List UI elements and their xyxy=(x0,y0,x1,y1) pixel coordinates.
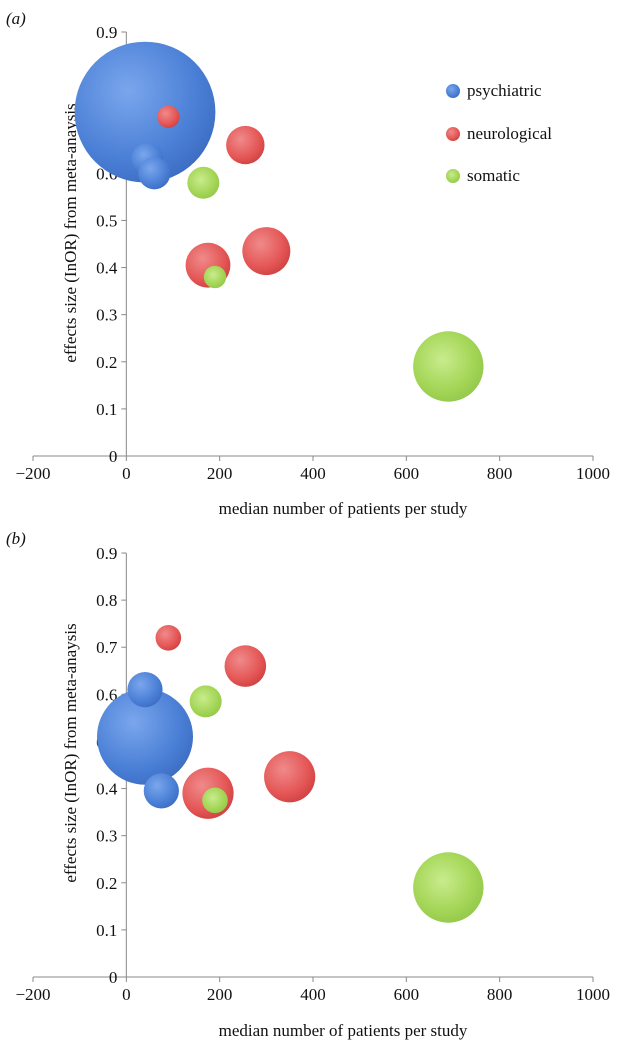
bubble-somatic xyxy=(187,166,220,199)
x-tick-label: 200 xyxy=(207,464,233,483)
x-tick-label: 1000 xyxy=(576,464,610,483)
y-tick-label: 0.4 xyxy=(96,259,118,278)
axes: 00.10.20.30.40.50.60.70.80.9−20002004006… xyxy=(15,544,610,1004)
y-tick-label: 0.9 xyxy=(96,544,117,563)
bubble-neurological xyxy=(264,751,316,803)
y-tick-label: 0 xyxy=(109,968,118,987)
y-tick-label: 0.3 xyxy=(96,827,117,846)
y-tick-label: 0.7 xyxy=(96,638,118,657)
bubble-neurological xyxy=(155,625,182,651)
legend: psychiatric neurological somatic xyxy=(446,81,552,185)
bubble-somatic xyxy=(413,852,484,923)
x-tick-label: 400 xyxy=(300,464,326,483)
legend-marker-neurological xyxy=(446,127,460,141)
legend-label-psychiatric: psychiatric xyxy=(467,81,542,100)
y-axis-title: effects size (InOR) from meta-anaysis xyxy=(61,103,80,362)
x-axis-title: median number of patients per study xyxy=(219,499,468,518)
y-tick-label: 0.2 xyxy=(96,353,117,372)
x-tick-label: 600 xyxy=(394,464,420,483)
y-tick-label: 0.3 xyxy=(96,306,117,325)
x-axis-title: median number of patients per study xyxy=(219,1021,468,1040)
bubble-psychiatric xyxy=(74,41,216,183)
y-tick-label: 0.8 xyxy=(96,591,117,610)
panel-label: (b) xyxy=(6,529,26,548)
x-tick-label: 200 xyxy=(207,985,233,1004)
bubble-somatic xyxy=(203,265,227,289)
bubble-neurological xyxy=(224,645,267,687)
bubble-psychiatric xyxy=(127,672,163,708)
y-tick-label: 0.5 xyxy=(96,211,117,230)
bubbles xyxy=(74,41,484,402)
bubble-somatic xyxy=(413,331,484,402)
chart-panel-b: (b) effects size (InOR) from meta-anaysi… xyxy=(6,529,610,1040)
legend-marker-somatic xyxy=(446,169,460,183)
y-axis-title: effects size (InOR) from meta-anaysis xyxy=(61,623,80,882)
y-tick-label: 0.2 xyxy=(96,874,117,893)
y-tick-label: 0.9 xyxy=(96,23,117,42)
legend-label-somatic: somatic xyxy=(467,166,520,185)
x-tick-label: 0 xyxy=(122,985,131,1004)
x-tick-label: 400 xyxy=(300,985,326,1004)
chart-panel-a: (a) effects size (InOR) from meta-anaysi… xyxy=(6,9,610,518)
legend-marker-psychiatric xyxy=(446,84,460,98)
y-tick-label: 0.1 xyxy=(96,921,117,940)
bubble-somatic xyxy=(189,685,222,718)
bubble-neurological xyxy=(157,105,180,128)
panel-label: (a) xyxy=(6,9,26,28)
x-tick-label: −200 xyxy=(15,464,50,483)
y-tick-label: 0.4 xyxy=(96,780,118,799)
bubble-neurological xyxy=(226,125,265,165)
x-tick-label: 1000 xyxy=(576,985,610,1004)
x-tick-label: −200 xyxy=(15,985,50,1004)
bubbles xyxy=(97,625,484,923)
legend-label-neurological: neurological xyxy=(467,124,552,143)
x-tick-label: 800 xyxy=(487,985,513,1004)
x-tick-label: 600 xyxy=(394,985,420,1004)
bubble-psychiatric xyxy=(143,773,179,809)
y-tick-label: 0 xyxy=(109,447,118,466)
bubble-psychiatric xyxy=(138,157,171,190)
bubble-neurological xyxy=(242,227,291,276)
y-tick-label: 0.1 xyxy=(96,400,117,419)
bubble-somatic xyxy=(202,787,228,814)
y-tick-label: 0.6 xyxy=(96,685,117,704)
x-tick-label: 800 xyxy=(487,464,513,483)
bubble-psychiatric xyxy=(97,688,193,785)
x-tick-label: 0 xyxy=(122,464,131,483)
